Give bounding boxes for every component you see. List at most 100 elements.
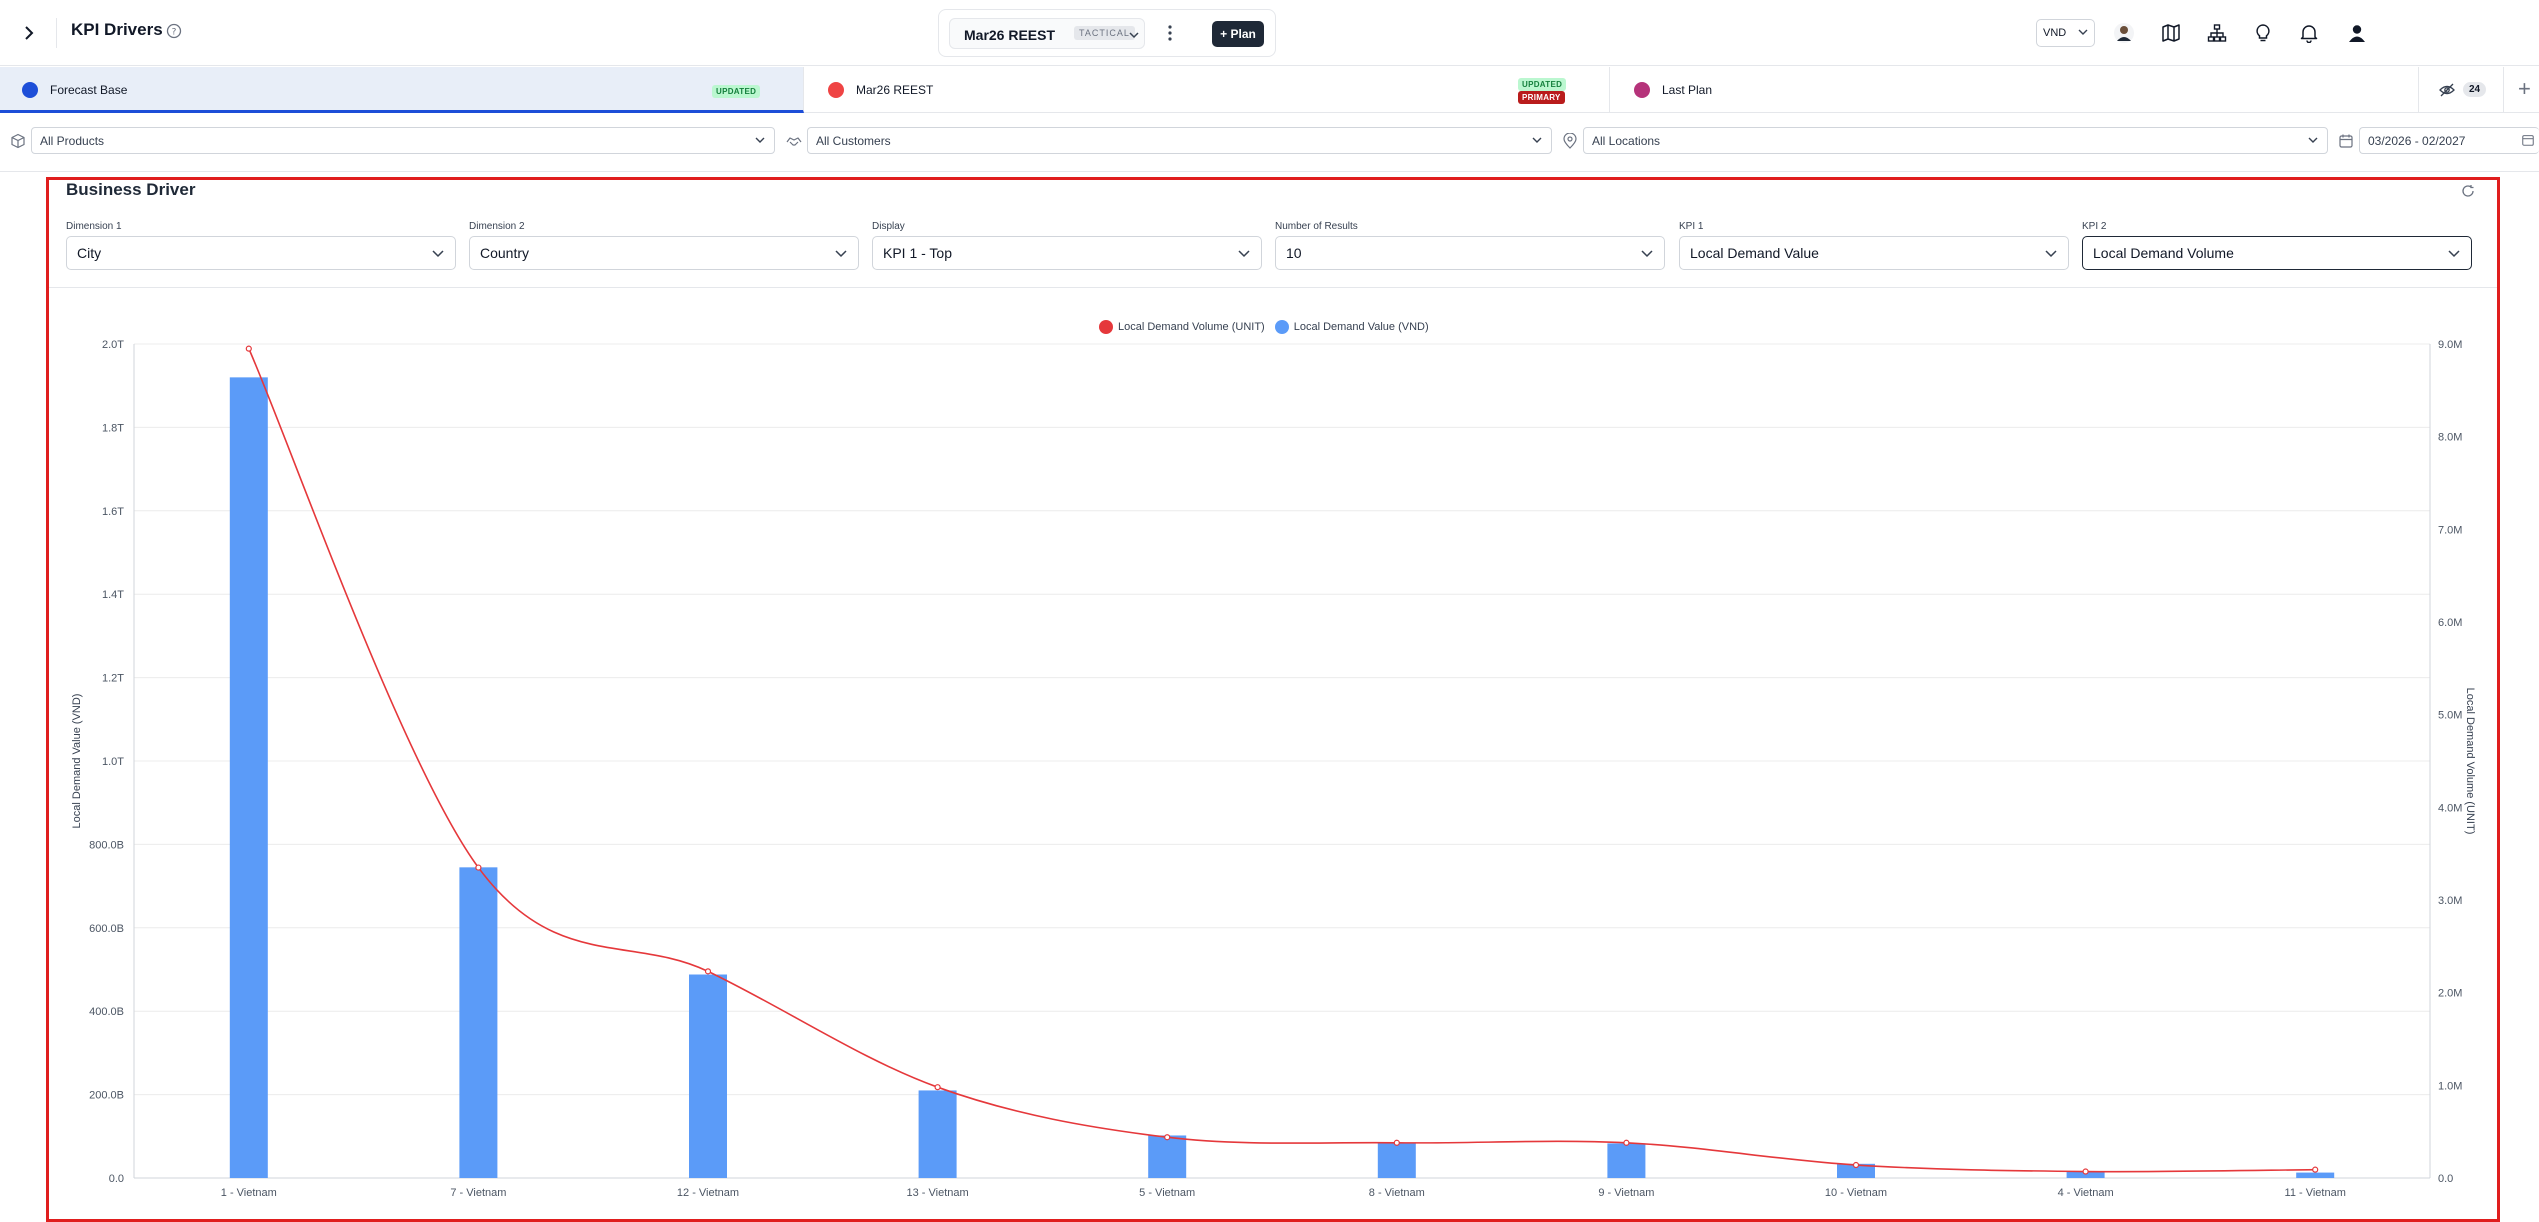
scenario-color-dot xyxy=(1634,82,1650,98)
page-title: KPI Drivers xyxy=(71,20,163,39)
dimension-1-control: Dimension 1 City xyxy=(66,221,456,270)
plan-type-tag: TACTICAL xyxy=(1074,26,1135,40)
bar xyxy=(689,974,727,1178)
hierarchy-icon[interactable] xyxy=(2204,20,2230,46)
calendar-icon xyxy=(2521,133,2535,150)
x-tick-label: 8 - Vietnam xyxy=(1369,1187,1425,1199)
x-tick-label: 1 - Vietnam xyxy=(221,1187,277,1199)
hidden-scenarios-toggle[interactable]: 24 xyxy=(2418,67,2504,113)
updated-badge: UPDATED xyxy=(712,85,761,98)
y-tick-label: 400.0B xyxy=(89,1006,124,1018)
number-of-results-select[interactable]: 10 xyxy=(1275,236,1665,270)
plan-select[interactable]: Mar26 REEST TACTICAL xyxy=(949,18,1145,49)
profile-icon[interactable] xyxy=(2344,20,2370,46)
volume-series-line xyxy=(248,348,2316,1173)
y2-tick-label: 0.0 xyxy=(2438,1173,2453,1185)
date-range-filter[interactable]: 03/2026 - 02/2027 xyxy=(2359,127,2539,154)
chevron-down-icon xyxy=(431,246,445,263)
map-pin-icon xyxy=(1562,132,1578,154)
help-icon[interactable]: ? xyxy=(166,23,182,44)
business-driver-card: Business Driver Dimension 1 City Dimensi… xyxy=(46,177,2500,1222)
products-filter[interactable]: All Products xyxy=(31,127,775,154)
legend-swatch xyxy=(1099,320,1113,334)
products-filter-value: All Products xyxy=(40,134,105,148)
volume-point xyxy=(475,864,482,871)
add-plan-button[interactable]: + Plan xyxy=(1212,21,1264,47)
tab-forecast-base[interactable]: Forecast Base UPDATED xyxy=(0,67,804,113)
locations-filter[interactable]: All Locations xyxy=(1583,127,2328,154)
tab-label: Forecast Base xyxy=(50,83,128,97)
currency-value: VND xyxy=(2043,27,2067,39)
control-label: Dimension 2 xyxy=(469,221,525,232)
legend-swatch xyxy=(1274,320,1289,334)
kpi-2-select[interactable]: Local Demand Volume xyxy=(2082,236,2472,270)
chevron-right-icon[interactable] xyxy=(14,18,44,48)
scenario-color-dot xyxy=(22,82,38,98)
y-tick-label: 1.4T xyxy=(102,589,124,601)
y2-tick-label: 3.0M xyxy=(2438,895,2462,907)
y-tick-label: 200.0B xyxy=(89,1090,124,1102)
user-avatar-icon[interactable] xyxy=(2111,20,2137,46)
number-of-results-control: Number of Results 10 xyxy=(1275,221,1665,270)
y-axis-title: Local Demand Value (VND) xyxy=(71,694,83,829)
more-vertical-icon[interactable] xyxy=(1167,24,1173,47)
top-bar: KPI Drivers ? Mar26 REEST TACTICAL + Pla… xyxy=(0,0,2539,66)
select-value: Local Demand Value xyxy=(1690,245,1819,261)
bar xyxy=(229,377,268,1178)
currency-select[interactable]: VND xyxy=(2036,19,2095,47)
x-tick-label: 5 - Vietnam xyxy=(1139,1187,1195,1199)
refresh-icon[interactable] xyxy=(2461,184,2475,203)
display-select[interactable]: KPI 1 - Top xyxy=(872,236,1262,270)
control-label: Dimension 1 xyxy=(66,221,122,232)
select-value: 10 xyxy=(1286,245,1302,261)
x-tick-label: 13 - Vietnam xyxy=(907,1187,969,1199)
chevron-down-icon xyxy=(1531,134,1543,149)
y2-tick-label: 5.0M xyxy=(2438,710,2462,722)
lightbulb-icon[interactable] xyxy=(2250,20,2276,46)
select-value: City xyxy=(77,245,102,261)
bell-icon[interactable] xyxy=(2296,20,2322,46)
display-control: Display KPI 1 - Top xyxy=(872,221,1262,270)
volume-point xyxy=(934,1084,941,1091)
tab-mar26-reest[interactable]: Mar26 REEST UPDATED PRIMARY xyxy=(804,67,1610,113)
bar xyxy=(1837,1163,1875,1178)
tab-label: Last Plan xyxy=(1662,83,1713,97)
dimension-2-select[interactable]: Country xyxy=(469,236,859,270)
scenario-color-dot xyxy=(828,82,844,98)
chevron-down-icon xyxy=(2447,246,2461,263)
y2-tick-label: 8.0M xyxy=(2438,432,2462,444)
control-label: KPI 1 xyxy=(1679,221,1704,232)
customers-filter[interactable]: All Customers xyxy=(807,127,1552,154)
tab-last-plan[interactable]: Last Plan xyxy=(1610,67,2418,113)
legend-item-value[interactable]: Local Demand Value (VND) xyxy=(1274,320,1429,334)
plan-selector-group: Mar26 REEST TACTICAL + Plan xyxy=(938,9,1276,57)
y-tick-label: 1.0T xyxy=(102,756,124,768)
bar xyxy=(918,1090,957,1178)
legend-label: Local Demand Volume (UNIT) xyxy=(1118,321,1265,333)
eye-off-icon xyxy=(2439,82,2455,103)
x-tick-label: 10 - Vietnam xyxy=(1825,1187,1887,1199)
x-tick-label: 9 - Vietnam xyxy=(1598,1187,1654,1199)
primary-badge: PRIMARY xyxy=(1518,91,1565,104)
select-value: Local Demand Volume xyxy=(2093,245,2234,261)
bar xyxy=(1148,1135,1187,1178)
y2-tick-label: 1.0M xyxy=(2438,1080,2462,1092)
y-tick-label: 1.6T xyxy=(102,506,124,518)
legend-label: Local Demand Value (VND) xyxy=(1293,321,1429,333)
y2-tick-label: 4.0M xyxy=(2438,802,2462,814)
y2-tick-label: 7.0M xyxy=(2438,524,2462,536)
chevron-down-icon xyxy=(834,246,848,263)
add-scenario-icon[interactable]: + xyxy=(2518,76,2531,101)
legend-item-volume[interactable]: Local Demand Volume (UNIT) xyxy=(1099,320,1265,334)
chevron-down-icon xyxy=(2077,26,2089,41)
hidden-count-badge: 24 xyxy=(2463,82,2487,97)
x-tick-label: 4 - Vietnam xyxy=(2058,1187,2114,1199)
select-value: Country xyxy=(480,245,530,261)
volume-point xyxy=(245,345,252,352)
dimension-1-select[interactable]: City xyxy=(66,236,456,270)
kpi-1-select[interactable]: Local Demand Value xyxy=(1679,236,2069,270)
y-tick-label: 600.0B xyxy=(89,923,124,935)
card-divider xyxy=(49,287,2497,288)
locations-filter-value: All Locations xyxy=(1592,134,1661,148)
map-icon[interactable] xyxy=(2158,20,2184,46)
